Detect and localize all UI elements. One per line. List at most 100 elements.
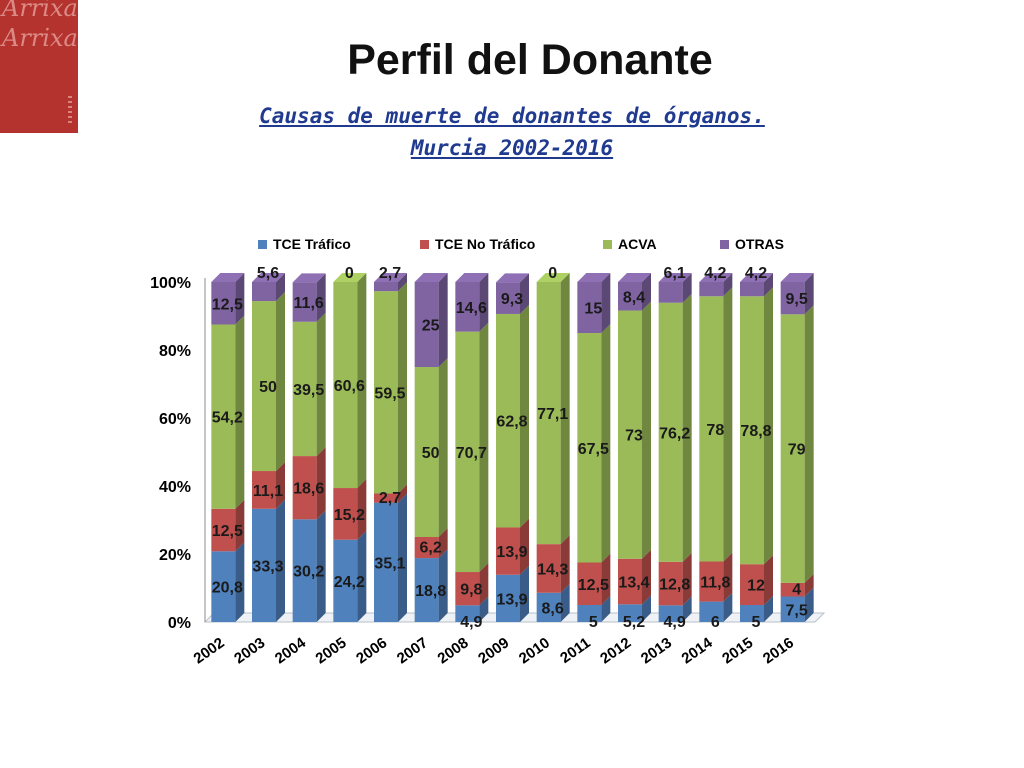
bar-segment (618, 282, 642, 311)
data-label: 5 (752, 614, 761, 631)
bar-segment-side (479, 273, 489, 332)
bar-segment (292, 321, 317, 457)
bar-segment-side (276, 273, 285, 302)
bar-top-face (536, 273, 570, 282)
x-tick-label: 2004 (272, 634, 310, 667)
bar-segment-side (560, 273, 570, 545)
bar-top-face (374, 273, 407, 282)
data-label: 9,3 (501, 291, 523, 308)
bar-segment-side (398, 493, 407, 622)
x-tick-label: 2003 (231, 634, 268, 667)
bar-top-face (577, 273, 611, 282)
bar-segment (740, 282, 764, 297)
y-tick-label: 60% (159, 411, 191, 428)
bar-segment (740, 296, 764, 565)
y-tick-label: 100% (150, 275, 191, 292)
bar-segment-side (642, 301, 651, 559)
bar-segment-side (235, 499, 245, 552)
x-tick-label: 2014 (679, 634, 717, 667)
bar-segment-side (682, 293, 692, 562)
bar-segment (780, 282, 805, 315)
x-tick-label: 2013 (638, 634, 675, 667)
data-label: 11,6 (294, 295, 324, 312)
data-label: 2,7 (379, 265, 401, 282)
bar-segment (333, 282, 358, 489)
data-label: 13,9 (496, 591, 527, 608)
subtitle-line-2: Murcia 2002-2016 (410, 136, 614, 160)
bar-segment-side (764, 287, 773, 565)
bar-segment-side (235, 315, 245, 509)
subtitle-line-1: Causas de muerte de donantes de órganos. (259, 104, 765, 128)
bar-segment (536, 592, 561, 622)
bar-segment-side (804, 305, 814, 583)
bar-segment-side (357, 273, 367, 489)
bar-segment (699, 296, 724, 562)
bar-segment (374, 291, 398, 494)
bar-segment-side (682, 552, 692, 606)
bar-segment-side (357, 530, 367, 622)
bar-segment (780, 582, 805, 597)
y-tick-label: 40% (159, 479, 191, 496)
bar-segment-side (398, 484, 407, 503)
bar-segment-side (601, 324, 611, 563)
bar-segment (780, 596, 805, 622)
bar-segment-side (764, 555, 773, 605)
bar-segment-side (804, 273, 814, 315)
bar-segment-side (682, 273, 692, 303)
logo-script-text-echo: Arrixaca (2, 24, 78, 52)
data-label: 62,8 (496, 414, 527, 431)
data-label: 15 (584, 301, 602, 318)
bar-segment (211, 551, 236, 622)
data-label: 30,2 (293, 564, 324, 581)
data-label: 14,3 (537, 561, 568, 578)
data-label: 35,1 (374, 555, 405, 572)
data-label: 12,5 (212, 296, 243, 313)
legend-label: TCE Tráfico (273, 236, 351, 252)
bar-segment-side (357, 479, 367, 540)
bar-segment-side (438, 528, 448, 559)
x-tick-label: 2006 (353, 634, 390, 667)
data-label: 70,7 (456, 445, 487, 462)
y-tick-label: 80% (159, 343, 191, 360)
data-label: 76,2 (659, 425, 690, 442)
bar-segment (252, 282, 276, 302)
bar-segment-side (276, 499, 285, 622)
data-label: 7,5 (786, 602, 808, 619)
data-label: 8,4 (623, 289, 645, 306)
data-label: 24,2 (334, 574, 365, 591)
bar-segment-side (642, 549, 651, 605)
slide-title: Perfil del Donante (347, 36, 713, 84)
bar-top-face (496, 273, 529, 283)
data-label: 4 (792, 582, 801, 599)
bar-segment (740, 605, 764, 622)
data-label: 18,6 (293, 481, 324, 498)
data-label: 77,1 (537, 406, 568, 423)
legend-label: TCE No Tráfico (435, 236, 535, 252)
bar-segment (496, 313, 520, 528)
legend-label: OTRAS (735, 236, 784, 252)
bar-top-face (333, 273, 367, 282)
bar-segment (618, 604, 642, 622)
bar-segment-side (601, 596, 611, 622)
x-tick-label: 2002 (191, 634, 228, 667)
data-label: 4,2 (745, 265, 767, 282)
y-tick-label: 0% (168, 615, 191, 632)
data-label: 54,2 (212, 410, 243, 427)
data-label: 0 (548, 265, 557, 282)
bar-segment (455, 572, 480, 606)
data-label: 15,2 (334, 507, 365, 524)
data-label: 12 (747, 578, 765, 595)
bar-segment-side (642, 595, 651, 622)
bar-segment (577, 562, 602, 605)
x-tick-label: 2010 (516, 634, 553, 667)
hospital-logo: Arrixaca Arrixaca (0, 0, 78, 133)
logo-stripes (68, 96, 72, 126)
bar-segment-side (804, 587, 814, 622)
bar-segment-side (560, 583, 570, 622)
data-label: 9,8 (460, 582, 482, 599)
bar-segment-side (560, 535, 570, 593)
bar-segment-side (316, 447, 326, 520)
data-label: 50 (422, 445, 440, 462)
bar-segment-side (601, 273, 611, 333)
